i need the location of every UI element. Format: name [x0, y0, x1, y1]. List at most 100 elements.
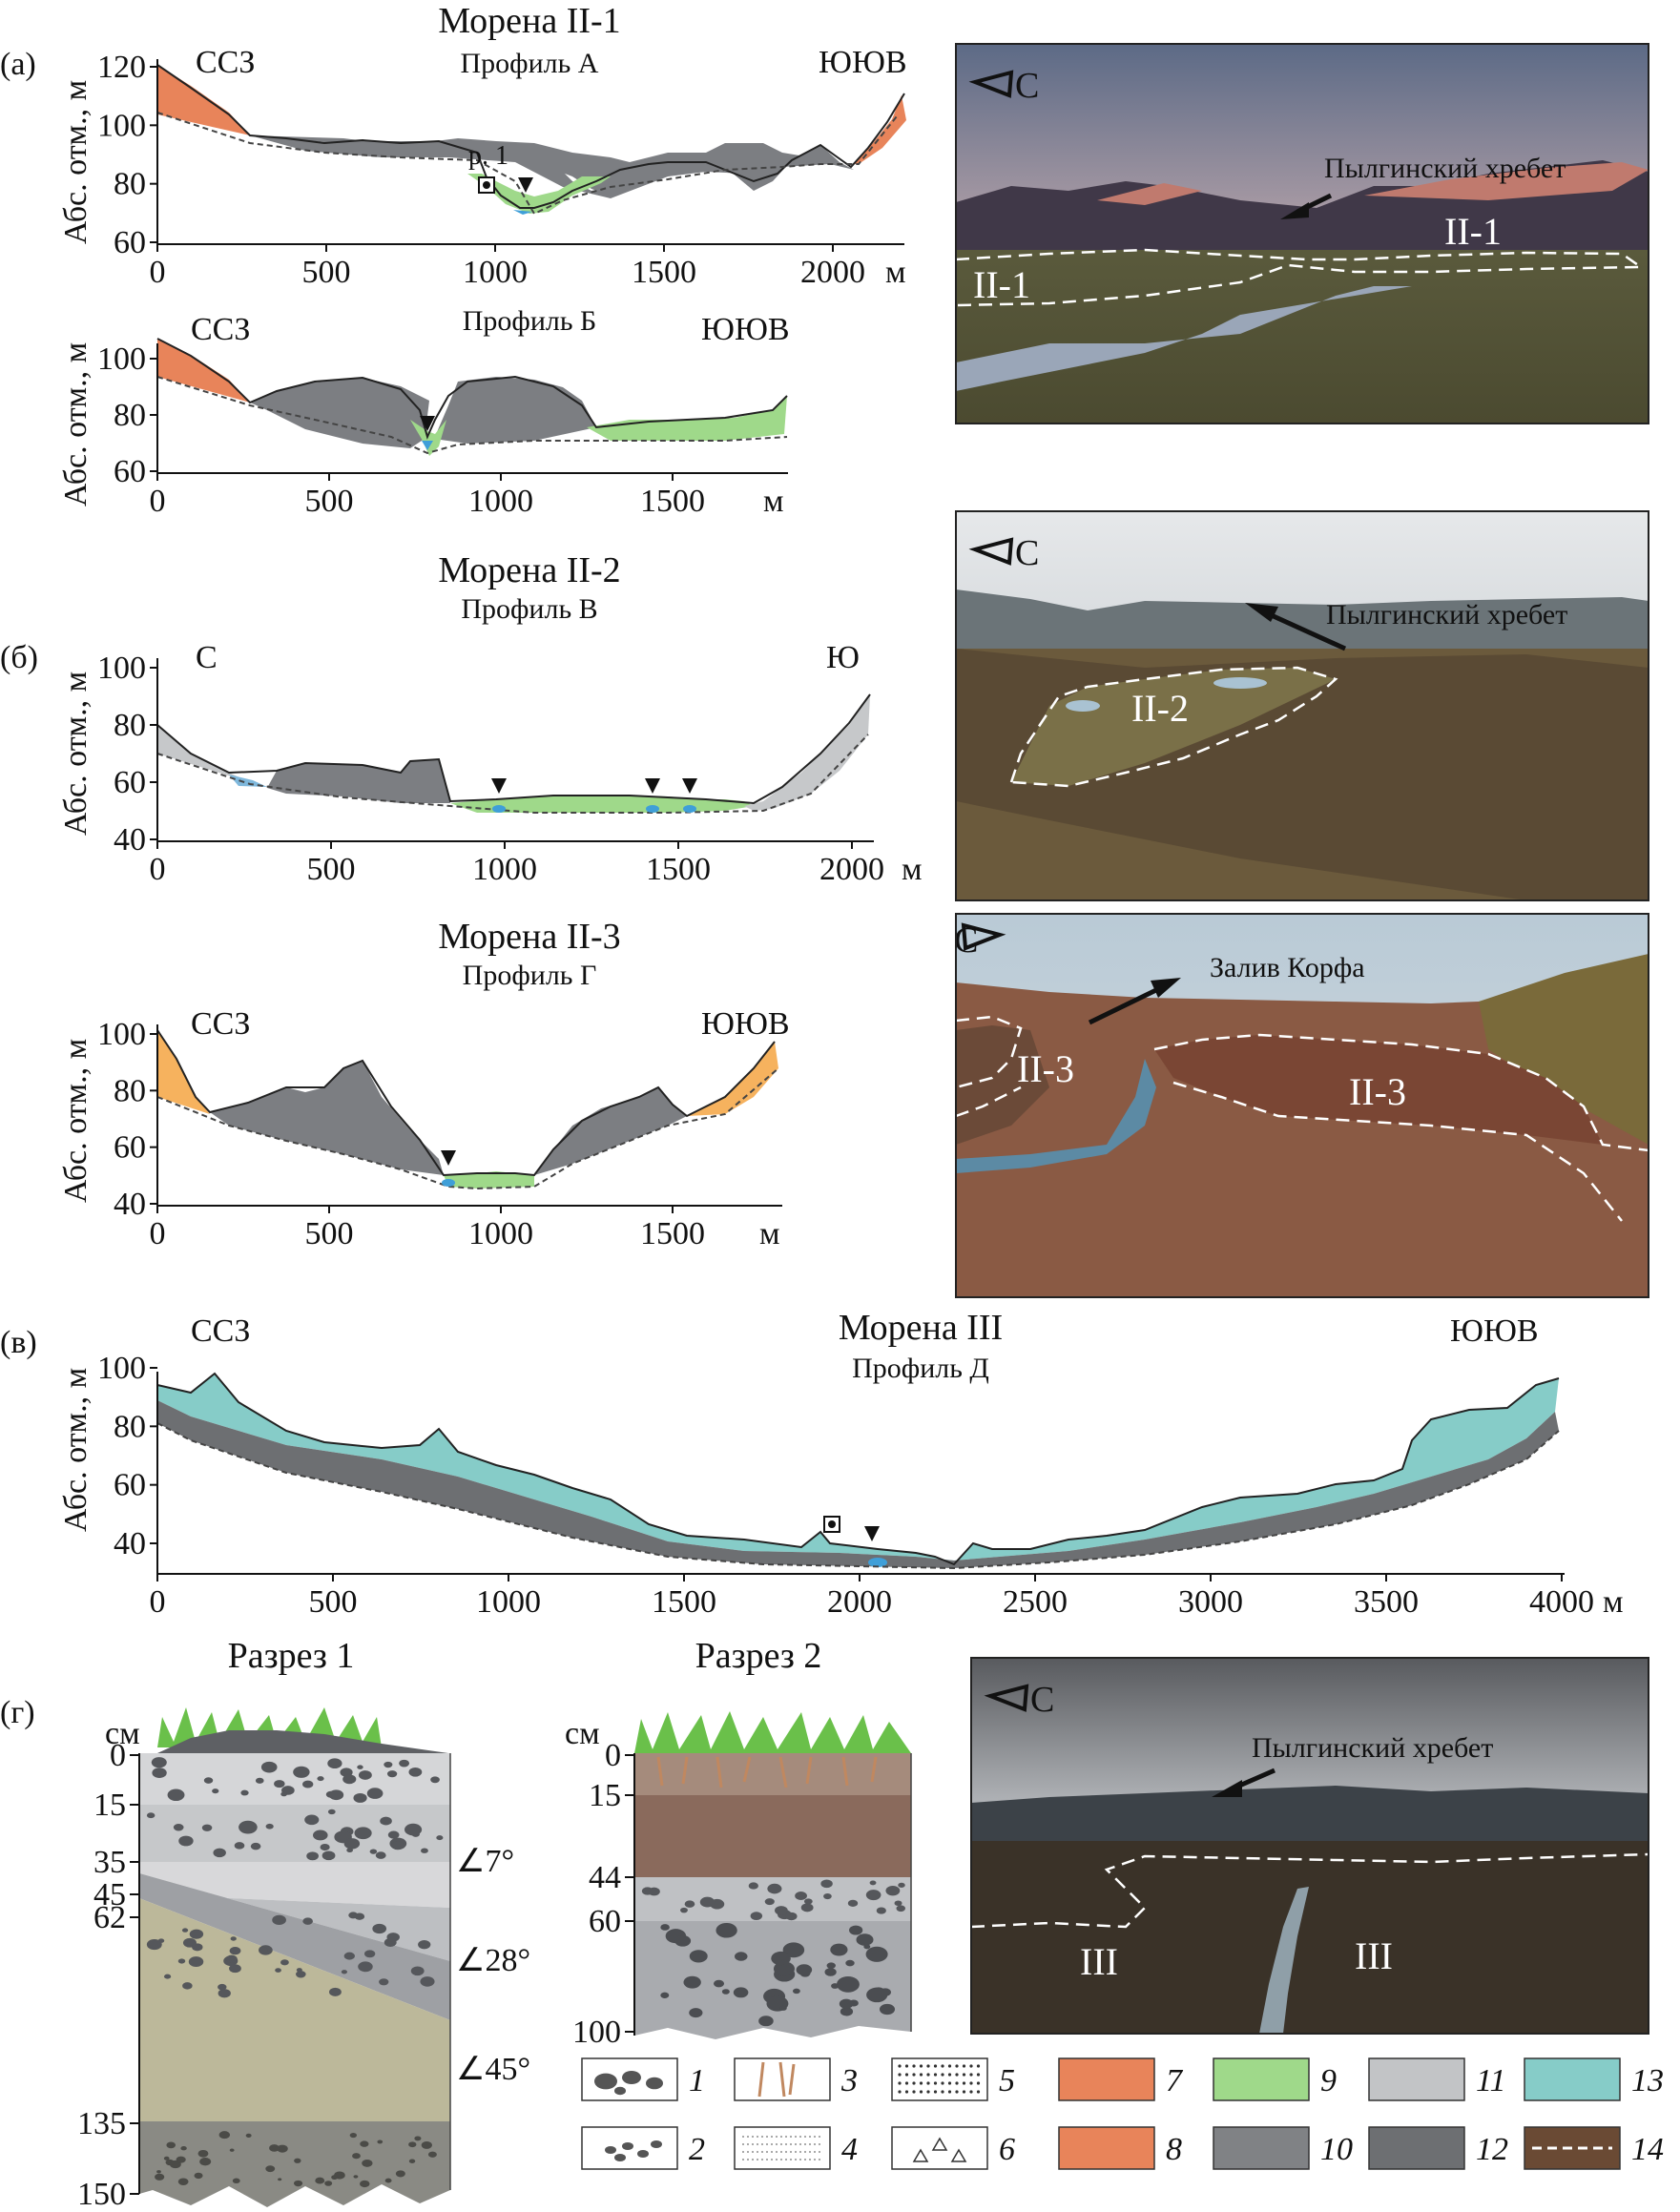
section-1-pebble [146, 1939, 162, 1951]
profile-b-ytick-label: 80 [114, 398, 146, 433]
profile-d-teal [157, 1374, 1559, 1564]
section-2-pebble [800, 1903, 814, 1912]
section-1-pebble [395, 2170, 405, 2178]
section-1-pebble [229, 1964, 241, 1974]
section-2-depth-label: 100 [572, 2015, 621, 2050]
legend-number-5: 5 [999, 2063, 1015, 2098]
section-2-pebble [713, 1979, 725, 1988]
legend-swatch-6 [891, 2126, 988, 2170]
profile-d-xtick-label: 3000 [1178, 1584, 1243, 1620]
section-1-pebble [306, 1851, 319, 1861]
profile-a-xtick-label: 2000 [800, 255, 865, 290]
section-1-pebble [418, 1940, 431, 1950]
profile-v-base [156, 734, 869, 814]
legend-gravel [605, 2146, 616, 2154]
section-1-label: р. 1 [468, 141, 508, 171]
legend-number-8: 8 [1166, 2132, 1182, 2167]
section-1-pebble [194, 2172, 203, 2180]
profile-v-light-grey-left [157, 725, 250, 782]
section-1-pebble [197, 2149, 209, 2158]
legend-dot [933, 2090, 938, 2094]
profile-d-ytick-label: 60 [114, 1468, 146, 1503]
profile-a-orange-left [157, 65, 250, 135]
section-2-pebble [879, 2003, 896, 2016]
profile-v-xtick-label: 0 [150, 852, 166, 887]
photo-3-bay-arrowhead [1151, 978, 1181, 998]
photo-4-moraine-boundary [970, 1852, 1649, 1929]
profile-a-surface [156, 64, 905, 209]
section-1-pebble [421, 2140, 432, 2149]
section-1-pebble [386, 1770, 398, 1778]
legend-swatch-9 [1213, 2057, 1310, 2101]
profile-b-xtick-label: 0 [150, 484, 166, 519]
section-1-pebble [410, 1966, 425, 1976]
legend-pebble [594, 2073, 617, 2090]
section-2-pebble [716, 1922, 737, 1938]
section-1-pebble [146, 1812, 156, 1819]
profile-a-x-unit: м [885, 255, 906, 290]
section-1-topsoil [157, 1730, 448, 1753]
legend-number-3: 3 [840, 2063, 858, 2098]
legend-item-5: 5 [891, 2057, 1015, 2101]
profile-g-ytick-label: 40 [114, 1187, 146, 1222]
section-1-pebble [328, 1789, 344, 1801]
photo-3-river [956, 1059, 1156, 1173]
section-1-pebble [302, 1780, 314, 1788]
section-2-pebble [836, 1975, 860, 1993]
section-2-pebble [792, 1988, 800, 1995]
profile-a-ylabel: Абс. отм., м [58, 80, 93, 244]
section-2-depth-label: 0 [605, 1738, 621, 1773]
profile-d-x-unit: м [1603, 1584, 1624, 1620]
section-2-unit: см [565, 1716, 600, 1751]
section-1-pebble [177, 1958, 186, 1964]
profile-v-xtick-label: 2000 [819, 852, 884, 887]
section-1-pebble [229, 1947, 241, 1955]
section-1-pebble [213, 1848, 226, 1858]
section-1-depth-label: 150 [77, 2177, 126, 2212]
photo-4-frame [970, 1657, 1649, 2035]
profile-v-river-marker-1 [491, 778, 507, 794]
photo-3-north-arrow [961, 922, 1006, 951]
legend-number-10: 10 [1320, 2132, 1353, 2167]
section-2-pebble [885, 1885, 901, 1896]
section-2-layer-0-15 [634, 1753, 911, 1795]
section-1-pebble [354, 1827, 372, 1840]
profile-v-right-dir: Ю [826, 640, 860, 675]
legend-item-11: 11 [1368, 2057, 1505, 2101]
profile-d-name: Профиль Д [852, 1353, 989, 1384]
profile-b-name: Профиль Б [463, 305, 597, 337]
profile-a-ytick-label: 120 [97, 50, 146, 85]
section-1-pebble [372, 1923, 387, 1934]
legend-gravel [637, 2150, 649, 2158]
section-2-pebble [775, 1906, 788, 1915]
legend-dot [955, 2090, 959, 2094]
profile-b-river-marker [420, 416, 435, 431]
profile-g-ylabel: Абс. отм., м [58, 1039, 93, 1203]
section-1-pebble [166, 2141, 176, 2149]
profile-d-xtick-label: 3500 [1354, 1584, 1419, 1620]
legend-pebble [614, 2086, 626, 2096]
legend-number-9: 9 [1320, 2063, 1337, 2098]
profile-v-xtick-label: 1000 [472, 852, 537, 887]
profile-b: Профиль Б ССЗ ЮЮВ Абс. отм., м 100 80 60 0… [58, 305, 790, 519]
section-1-pebble [421, 1848, 428, 1853]
profile-a-xtick-label: 0 [150, 255, 166, 290]
section-1-depth-label: 35 [93, 1845, 126, 1880]
legend-item-14: 14 [1524, 2126, 1664, 2170]
profile-g-right-dir: ЮЮВ [701, 1006, 790, 1042]
photo-2-north-label: С [1015, 533, 1039, 573]
legend-item-7: 7 [1058, 2057, 1184, 2101]
legend-dot [969, 2064, 973, 2068]
moraine-II-3-title: Морена II-3 [438, 917, 620, 957]
profile-a-xtick-label: 500 [302, 255, 351, 290]
profile-b-xtick-label: 1500 [640, 484, 705, 519]
photo-moraine-II-3: С Залив Корфа II-3 II-3 [954, 913, 1649, 1298]
legend-pebble [622, 2071, 641, 2084]
legend-dot [969, 2090, 973, 2094]
section-1-depth-label: 62 [93, 1900, 126, 1935]
section-1-pebble [386, 1933, 400, 1942]
legend-dot [898, 2081, 902, 2085]
profile-v-ylabel: Абс. отм., м [58, 672, 93, 836]
